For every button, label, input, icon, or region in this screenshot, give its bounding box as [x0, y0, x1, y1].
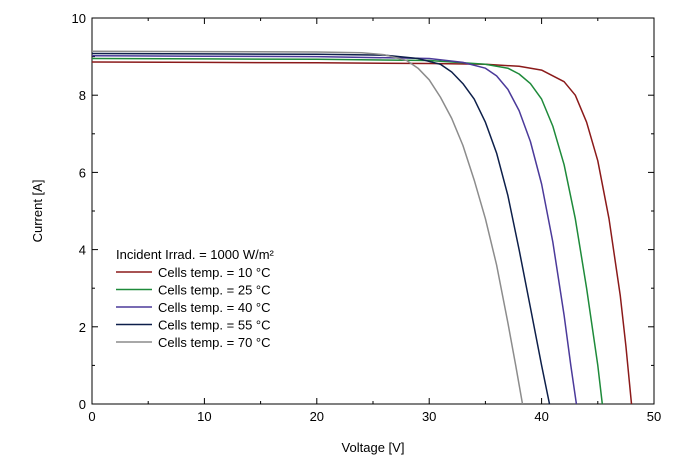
legend-label: Cells temp. = 25 °C — [158, 283, 271, 298]
x-tick-label: 40 — [534, 409, 548, 424]
legend-label: Cells temp. = 10 °C — [158, 265, 271, 280]
legend-label: Cells temp. = 70 °C — [158, 335, 271, 350]
x-tick-label: 50 — [647, 409, 661, 424]
y-tick-label: 10 — [72, 11, 86, 26]
legend: Incident Irrad. = 1000 W/m² Cells temp. … — [116, 247, 275, 350]
series-line — [91, 50, 524, 405]
y-tick-label: 2 — [79, 320, 86, 335]
y-tick-label: 6 — [79, 165, 86, 180]
x-tick-label: 0 — [88, 409, 95, 424]
x-tick-label: 20 — [310, 409, 324, 424]
y-tick-label: 8 — [79, 88, 86, 103]
series-line — [91, 61, 633, 405]
legend-label: Cells temp. = 40 °C — [158, 300, 271, 315]
x-tick-label: 10 — [197, 409, 211, 424]
tick-labels: 0 10 20 30 40 50 0 2 4 6 8 10 — [72, 11, 662, 424]
legend-title: Incident Irrad. = 1000 W/m² — [116, 247, 275, 262]
series-lines — [91, 50, 633, 405]
axis-ticks — [91, 17, 655, 405]
series-line — [91, 57, 604, 405]
y-axis-label: Current [A] — [30, 180, 45, 243]
series-line — [91, 55, 578, 405]
y-tick-label: 0 — [79, 397, 86, 412]
x-tick-label: 30 — [422, 409, 436, 424]
series-line — [91, 52, 551, 405]
x-axis-label: Voltage [V] — [342, 440, 405, 455]
y-tick-label: 4 — [79, 243, 86, 258]
plot-area — [91, 17, 655, 405]
legend-label: Cells temp. = 55 °C — [158, 318, 271, 333]
